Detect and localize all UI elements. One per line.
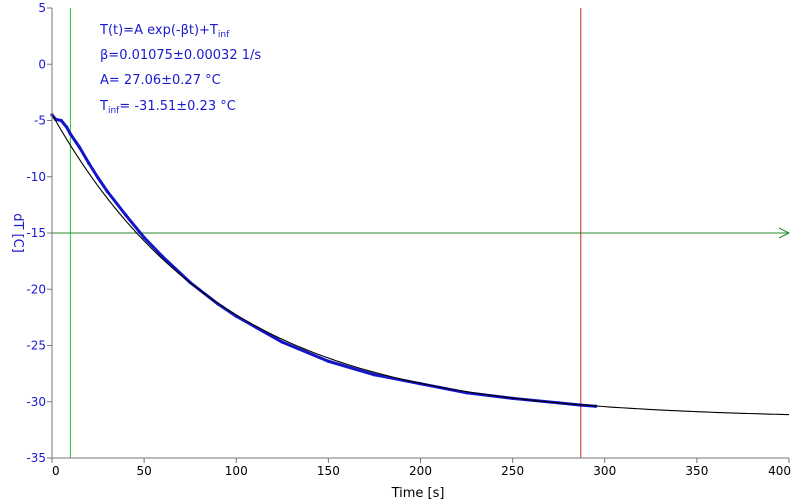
y-tick-label: -15 [26,226,46,240]
measured-series [50,113,598,408]
annotation-model: T(t)=A exp(-βt)+Tinf [99,23,230,40]
x-axis-label: Time [s] [391,486,445,501]
measured-point [142,235,146,240]
measured-line [50,113,598,408]
y-tick-label: -30 [26,395,46,409]
measured-point [68,132,73,136]
annotation-amplitude: A= 27.06±0.27 °C [100,73,221,88]
y-tick-label: -25 [26,339,46,353]
x-tick-label: 0 [52,464,60,478]
x-tick-label: 150 [317,464,340,478]
y-tick-label: 0 [38,57,46,71]
x-tick-label: 200 [409,464,432,478]
x-tick-label: 250 [501,464,524,478]
cursor-lines[interactable] [52,8,791,458]
fit-curve [51,114,790,416]
measured-point [96,176,100,180]
x-tick-label: 400 [768,464,791,478]
x-tick-label: 100 [225,464,248,478]
x-ticks: 0 50 100 150 200 250 300 350 400 [51,458,791,478]
measured-point [372,373,377,377]
y-ticks: 5 0 -5 -10 -15 -20 -25 -30 -35 [26,1,52,465]
measured-point [160,255,165,259]
measured-point [87,161,91,165]
annotation-beta: β=0.01075±0.00032 1/s [100,48,261,63]
x-tick-label: 50 [136,464,151,478]
y-tick-label: -35 [26,451,46,465]
y-tick-label: -5 [34,114,46,128]
measured-point [105,189,109,193]
x-tick-label: 350 [685,464,708,478]
measured-point [78,145,82,150]
y-tick-label: -10 [26,170,46,184]
measured-point [65,125,69,129]
measured-point [124,213,128,217]
annotation-tinf: Tinf= -31.51±0.23 °C [99,99,236,116]
y-tick-label: 5 [38,1,46,15]
fit-annotation: T(t)=A exp(-βt)+Tinf β=0.01075±0.00032 1… [99,23,261,116]
measured-point [280,340,284,344]
y-tick-label: -20 [26,282,46,296]
measured-point [326,359,330,363]
y-axis-label: dT [C] [10,213,25,253]
x-tick-label: 300 [593,464,616,478]
cursor-arrow-icon [778,227,791,239]
measured-point [59,118,63,123]
